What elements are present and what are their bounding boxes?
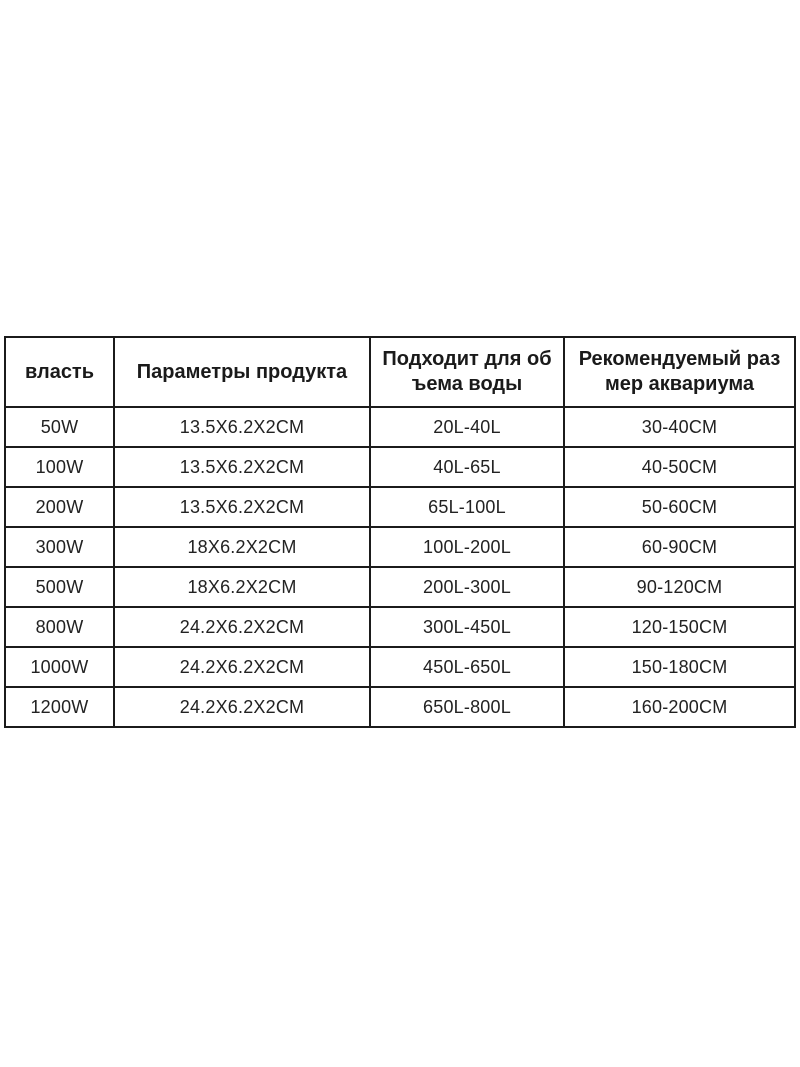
- cell-power: 1200W: [4, 686, 115, 728]
- cell-params: 24.2X6.2X2CM: [113, 646, 371, 688]
- cell-params: 24.2X6.2X2CM: [113, 606, 371, 648]
- cell-volume: 40L-65L: [369, 446, 565, 488]
- table-row: 50W 13.5X6.2X2CM 20L-40L 30-40CM: [4, 406, 796, 448]
- col-header-volume: Подходит для об ъема воды: [369, 336, 565, 408]
- table-row: 200W 13.5X6.2X2CM 65L-100L 50-60CM: [4, 486, 796, 528]
- cell-size: 30-40CM: [563, 406, 796, 448]
- cell-params: 18X6.2X2CM: [113, 526, 371, 568]
- cell-size: 150-180CM: [563, 646, 796, 688]
- table-row: 800W 24.2X6.2X2CM 300L-450L 120-150CM: [4, 606, 796, 648]
- cell-size: 120-150CM: [563, 606, 796, 648]
- cell-size: 90-120CM: [563, 566, 796, 608]
- cell-size: 160-200CM: [563, 686, 796, 728]
- cell-volume: 100L-200L: [369, 526, 565, 568]
- cell-volume: 450L-650L: [369, 646, 565, 688]
- table-row: 100W 13.5X6.2X2CM 40L-65L 40-50CM: [4, 446, 796, 488]
- col-header-size: Рекомендуемый раз мер аквариума: [563, 336, 796, 408]
- table-row: 500W 18X6.2X2CM 200L-300L 90-120CM: [4, 566, 796, 608]
- cell-size: 60-90CM: [563, 526, 796, 568]
- table-body: 50W 13.5X6.2X2CM 20L-40L 30-40CM 100W 13…: [4, 406, 796, 728]
- product-spec-table: власть Параметры продукта Подходит для о…: [4, 336, 796, 728]
- cell-params: 24.2X6.2X2CM: [113, 686, 371, 728]
- cell-params: 13.5X6.2X2CM: [113, 486, 371, 528]
- table-row: 1200W 24.2X6.2X2CM 650L-800L 160-200CM: [4, 686, 796, 728]
- cell-size: 40-50CM: [563, 446, 796, 488]
- cell-size: 50-60CM: [563, 486, 796, 528]
- cell-power: 200W: [4, 486, 115, 528]
- table-row: 1000W 24.2X6.2X2CM 450L-650L 150-180CM: [4, 646, 796, 688]
- header-row: власть Параметры продукта Подходит для о…: [4, 336, 796, 408]
- spec-table-container: власть Параметры продукта Подходит для о…: [4, 336, 796, 728]
- cell-power: 800W: [4, 606, 115, 648]
- cell-power: 500W: [4, 566, 115, 608]
- table-header: власть Параметры продукта Подходит для о…: [4, 336, 796, 408]
- col-header-power: власть: [4, 336, 115, 408]
- cell-params: 13.5X6.2X2CM: [113, 406, 371, 448]
- cell-power: 300W: [4, 526, 115, 568]
- cell-params: 13.5X6.2X2CM: [113, 446, 371, 488]
- cell-power: 100W: [4, 446, 115, 488]
- cell-params: 18X6.2X2CM: [113, 566, 371, 608]
- cell-power: 1000W: [4, 646, 115, 688]
- cell-volume: 650L-800L: [369, 686, 565, 728]
- cell-volume: 200L-300L: [369, 566, 565, 608]
- cell-volume: 20L-40L: [369, 406, 565, 448]
- cell-volume: 300L-450L: [369, 606, 565, 648]
- col-header-params: Параметры продукта: [113, 336, 371, 408]
- cell-volume: 65L-100L: [369, 486, 565, 528]
- table-row: 300W 18X6.2X2CM 100L-200L 60-90CM: [4, 526, 796, 568]
- cell-power: 50W: [4, 406, 115, 448]
